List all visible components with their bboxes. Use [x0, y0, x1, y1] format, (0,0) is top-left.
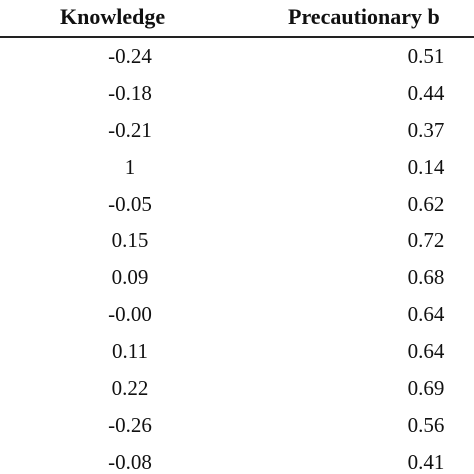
knowledge-cell: -0.24	[108, 44, 152, 68]
precautionary-cell: 0.72	[407, 228, 445, 253]
knowledge-cell: -0.00	[108, 302, 152, 327]
header-rule	[0, 36, 474, 38]
precautionary-cell: 0.64	[407, 302, 445, 327]
table-row: 0.09 0.68	[0, 259, 474, 296]
knowledge-cell: 0.09	[111, 265, 149, 290]
precautionary-cell: 0.62	[407, 191, 445, 216]
table-row: -0.21 0.37	[0, 112, 474, 149]
table-row: -0.08 0.41	[0, 444, 474, 474]
column-header-precautionary: Precautionary b	[288, 4, 440, 29]
table-row: -0.24 0.51	[0, 38, 474, 75]
precautionary-cell: 0.44	[407, 80, 445, 105]
precautionary-cell: 0.68	[407, 265, 445, 290]
column-header-knowledge: Knowledge	[60, 4, 166, 29]
table-body: -0.24 0.51 -0.18 0.44 -0.21 0.37 1 0.14 …	[0, 38, 474, 474]
table-row: -0.26 0.56	[0, 407, 474, 444]
knowledge-cell: -0.21	[108, 117, 152, 142]
knowledge-cell: 1	[124, 154, 136, 179]
knowledge-cell: -0.18	[108, 80, 152, 105]
table-row: 0.15 0.72	[0, 222, 474, 259]
table-row: -0.18 0.44	[0, 75, 474, 112]
precautionary-cell: 0.41	[407, 449, 445, 474]
knowledge-cell: 0.22	[111, 376, 149, 401]
table-row: 1 0.14	[0, 149, 474, 186]
precautionary-cell: 0.37	[407, 117, 445, 142]
knowledge-cell: 0.15	[111, 228, 149, 253]
knowledge-cell: -0.05	[108, 191, 152, 216]
table-row: -0.00 0.64	[0, 296, 474, 333]
knowledge-cell: 0.11	[112, 339, 148, 364]
precautionary-cell: 0.51	[407, 44, 445, 68]
table-row: -0.05 0.62	[0, 186, 474, 223]
precautionary-cell: 0.14	[407, 154, 445, 179]
precautionary-cell: 0.69	[407, 376, 445, 401]
table-row: 0.22 0.69	[0, 370, 474, 407]
table-row: 0.11 0.64	[0, 333, 474, 370]
precautionary-cell: 0.64	[407, 339, 445, 364]
knowledge-cell: -0.26	[108, 412, 152, 437]
knowledge-cell: -0.08	[108, 449, 152, 474]
precautionary-cell: 0.56	[407, 412, 445, 437]
